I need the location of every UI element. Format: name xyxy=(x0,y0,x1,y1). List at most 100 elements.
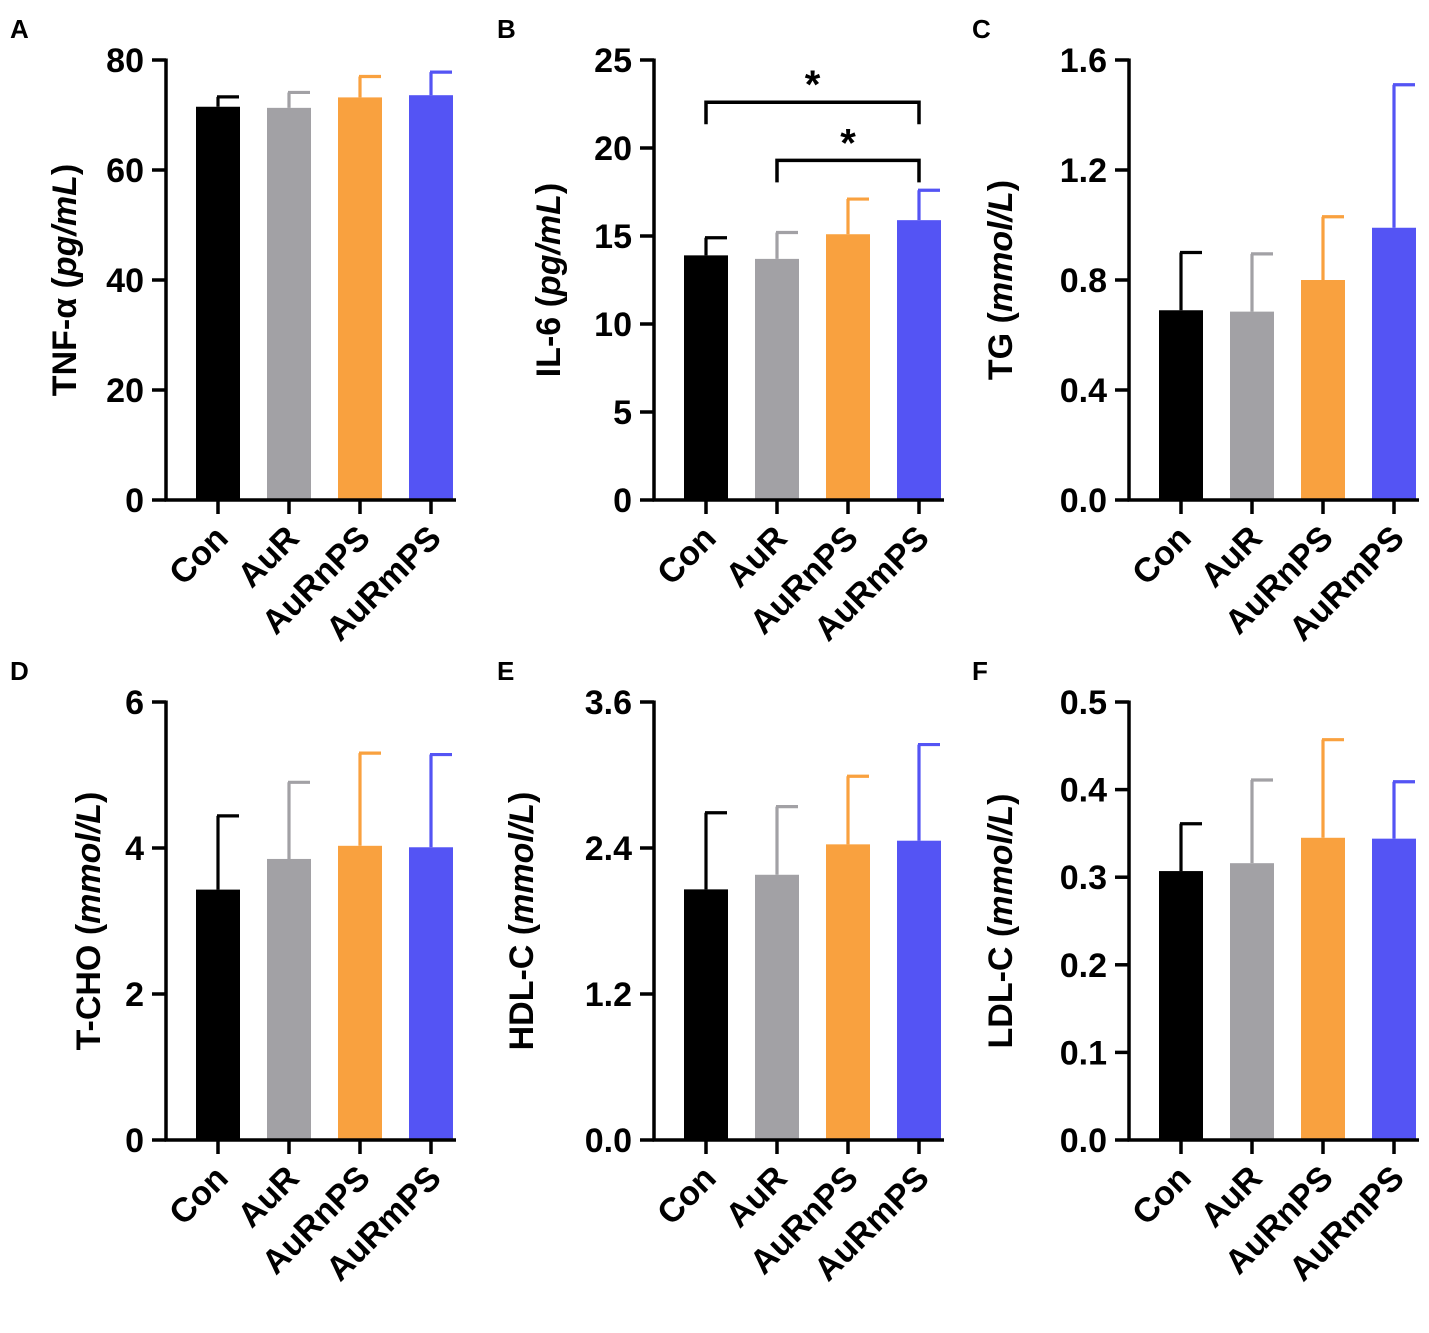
panel-f-error-bar-aurmps xyxy=(1392,780,1415,839)
panel-c-error-bar-aur xyxy=(1250,252,1273,312)
panel-e-y-tick-label: 3.6 xyxy=(585,684,632,722)
panel-c-bar-aurmps xyxy=(1372,227,1416,500)
panel-e-letter: E xyxy=(497,656,514,686)
panel-f-y-tick-label: 0.2 xyxy=(1060,947,1107,985)
panel-c-error-bar-con xyxy=(1179,250,1202,311)
panel-b-bar-aurnps xyxy=(826,234,870,501)
panel-d-error-bar-con xyxy=(216,814,239,890)
panel-e-y-tick-label: 1.2 xyxy=(585,976,632,1014)
panel-c-error-bar-aurnps xyxy=(1321,215,1344,280)
panel-f-y-tick-label: 0.3 xyxy=(1060,859,1107,897)
panel-f-y-tick-label: 0.5 xyxy=(1060,684,1107,722)
panel-f-y-tick-label: 0.4 xyxy=(1060,772,1107,810)
panel-b-y-tick-label: 5 xyxy=(613,394,632,432)
panel-a-bar-con xyxy=(196,106,240,500)
panel-e-bar-aur xyxy=(755,874,799,1140)
panel-c: CTG (mmol/L)0.00.40.81.21.6ConAuRAuRnPSA… xyxy=(972,14,1419,649)
panel-d-bar-aurmps xyxy=(409,847,453,1140)
panel-a-error-bar-aurnps xyxy=(358,74,381,98)
panel-d-y-tick-label: 6 xyxy=(125,684,144,722)
panel-b-y-tick-label: 20 xyxy=(594,130,632,168)
panel-d-error-bar-aurnps xyxy=(358,751,381,846)
panel-e-bar-con xyxy=(684,889,728,1140)
panel-f-bar-aur xyxy=(1230,863,1274,1140)
panel-f-error-bar-aur xyxy=(1250,778,1273,864)
panel-b-y-tick-label: 10 xyxy=(594,306,632,344)
panel-d-y-tick-label: 0 xyxy=(125,1122,144,1160)
panel-a-y-axis-label: TNF-α (pg/mL) xyxy=(46,164,84,396)
panel-b-significance-bracket-1 xyxy=(704,100,921,125)
panel-f-error-bar-aurnps xyxy=(1321,738,1344,838)
panel-c-x-tick-label-con: Con xyxy=(1125,519,1199,593)
panel-a-bar-aurmps xyxy=(409,95,453,500)
panel-c-y-axis-label: TG (mmol/L) xyxy=(982,180,1020,380)
panel-a-y-tick-label: 20 xyxy=(106,372,144,410)
panel-e-y-tick-label: 2.4 xyxy=(585,830,632,868)
panel-e-bar-aurmps xyxy=(897,840,941,1140)
panel-a-y-tick-label: 60 xyxy=(106,152,144,190)
panel-e-y-tick-label: 0.0 xyxy=(585,1122,632,1160)
panel-b-error-bar-aur xyxy=(775,230,798,259)
panel-c-y-tick-label: 1.2 xyxy=(1060,152,1107,190)
panel-f-error-bar-con xyxy=(1179,822,1202,872)
panel-e-bar-aurnps xyxy=(826,844,870,1140)
panel-c-y-tick-label: 1.6 xyxy=(1060,42,1107,80)
panel-d-x-tick-label-con: Con xyxy=(162,1159,236,1233)
panel-e-x-tick-label-con: Con xyxy=(650,1159,724,1233)
panel-d-letter: D xyxy=(10,656,29,686)
panel-c-y-tick-label: 0.4 xyxy=(1060,372,1107,410)
panel-a-y-tick-label: 0 xyxy=(125,482,144,520)
panel-b-significance-star-1: * xyxy=(805,63,821,107)
panel-a-y-tick-label: 80 xyxy=(106,42,144,80)
panel-b-y-tick-label: 15 xyxy=(594,218,632,256)
panel-f-y-tick-label: 0.1 xyxy=(1060,1034,1107,1072)
panel-b-significance-star-2: * xyxy=(840,121,856,165)
panel-e-y-axis-label: HDL-C (mmol/L) xyxy=(503,792,541,1051)
panel-d-y-tick-label: 4 xyxy=(125,830,144,868)
panel-d-bar-aur xyxy=(267,858,311,1140)
panel-b-significance-bracket-2 xyxy=(775,158,921,183)
panel-f-y-tick-label: 0.0 xyxy=(1060,1122,1107,1160)
panel-f-y-axis-label: LDL-C (mmol/L) xyxy=(982,794,1020,1049)
panel-d-bar-con xyxy=(196,889,240,1140)
panel-b-y-tick-label: 25 xyxy=(594,42,632,80)
panel-d-y-axis-label: T-CHO (mmol/L) xyxy=(70,792,108,1051)
panel-b-y-tick-label: 0 xyxy=(613,482,632,520)
panel-a-error-bar-aurmps xyxy=(429,70,452,96)
panel-a-bar-aur xyxy=(267,107,311,500)
panel-d-error-bar-aur xyxy=(287,780,310,859)
panel-b-x-tick-label-con: Con xyxy=(650,519,724,593)
panel-b-error-bar-aurnps xyxy=(846,197,869,235)
panel-d-y-tick-label: 2 xyxy=(125,976,144,1014)
panel-b-error-bar-aurmps xyxy=(917,188,940,221)
panel-c-bar-con xyxy=(1159,310,1203,500)
panel-f-x-tick-label-con: Con xyxy=(1125,1159,1199,1233)
panel-e-error-bar-aur xyxy=(775,805,798,875)
panel-b-y-axis-label: IL-6 (pg/mL) xyxy=(530,183,568,378)
panel-e-error-bar-aurmps xyxy=(917,742,940,841)
panel-b-bar-con xyxy=(684,255,728,500)
panel-f-letter: F xyxy=(972,656,988,686)
panel-e-error-bar-aurnps xyxy=(846,774,869,845)
panel-b-letter: B xyxy=(497,14,516,44)
panel-e-error-bar-con xyxy=(704,811,727,890)
panel-a-x-tick-label-con: Con xyxy=(162,519,236,593)
panel-b-bar-aurmps xyxy=(897,220,941,500)
panel-a-error-bar-con xyxy=(216,95,239,107)
panel-f-bar-aurmps xyxy=(1372,838,1416,1140)
panel-d-error-bar-aurmps xyxy=(429,752,452,848)
panel-b-bar-aur xyxy=(755,258,799,500)
panel-f-bar-con xyxy=(1159,871,1203,1140)
panel-a-error-bar-aur xyxy=(287,90,310,108)
panel-c-y-tick-label: 0.0 xyxy=(1060,482,1107,520)
panel-d-bar-aurnps xyxy=(338,845,382,1140)
panel-a-letter: A xyxy=(10,14,29,44)
panel-c-y-tick-label: 0.8 xyxy=(1060,262,1107,300)
panel-c-letter: C xyxy=(972,14,991,44)
panel-f-bar-aurnps xyxy=(1301,837,1345,1140)
panel-a-y-tick-label: 40 xyxy=(106,262,144,300)
